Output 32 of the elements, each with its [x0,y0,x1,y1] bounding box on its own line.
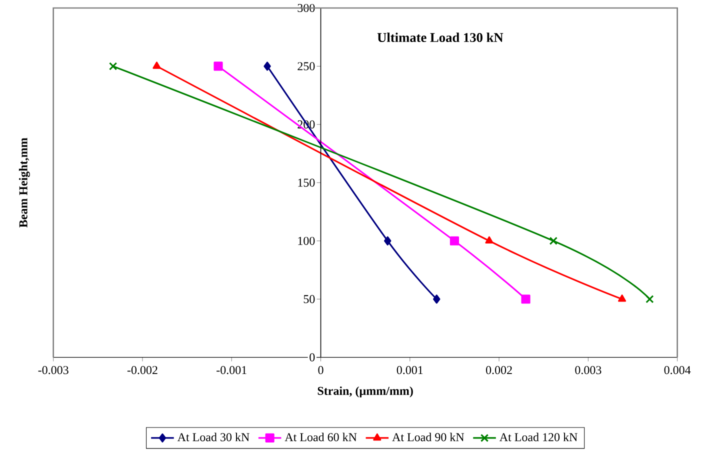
legend-label: At Load 90 kN [392,432,464,442]
x-tick-label: 0 [318,366,324,374]
point [108,62,118,70]
y-axis-title: Beam Height,mm [18,138,30,228]
x-tick-label: 0.003 [575,366,602,374]
point [450,236,460,246]
point [152,62,161,69]
legend-label: At Load 30 kN [177,432,250,442]
y-tick-label: 250 [298,62,315,70]
point [646,295,654,304]
point [549,236,558,245]
point [384,236,392,246]
legend-label: At Load 60 kN [284,432,357,442]
x-tick-label: 0.002 [486,366,512,374]
y-tick-label: 100 [298,236,315,245]
point [214,62,223,71]
y-tick-label: 0 [310,353,315,362]
point [521,294,530,304]
x-tick-label: -0.003 [38,366,68,374]
point [485,236,494,244]
x-tick-label: 0.004 [664,366,691,374]
y-tick-label: 50 [304,295,315,304]
point [433,294,440,304]
y-tick-label: 150 [298,178,315,187]
point [618,294,626,302]
x-tick-label: -0.002 [127,366,158,374]
text: Ultimate Load 130 kN [377,32,504,42]
x-axis-title: Strain, (µmm/mm) [318,386,413,398]
x-tick-label: -0.001 [216,366,246,374]
x-tick-label: 0.001 [396,366,423,374]
point [264,62,271,71]
legend-label: At Load 120 kN [500,432,578,442]
